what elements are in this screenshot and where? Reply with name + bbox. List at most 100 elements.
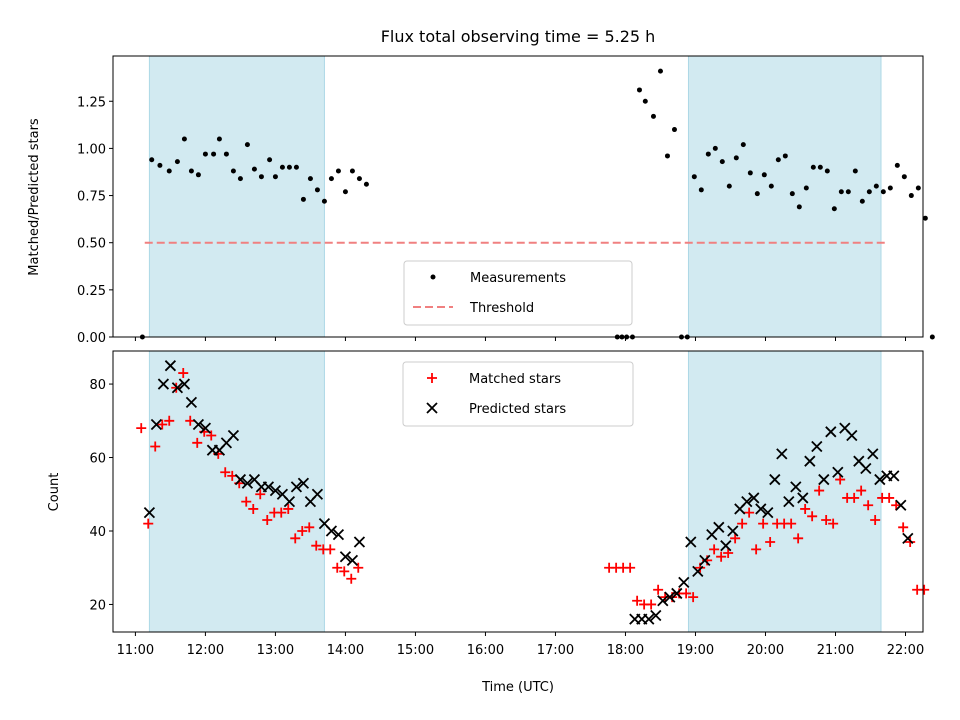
matched-star-point: [325, 544, 336, 555]
predicted-star-point: [818, 473, 830, 486]
predicted-star-point: [150, 418, 163, 431]
measurement-point: [230, 168, 236, 174]
x-tick-label: 16:00: [467, 643, 504, 658]
matched-star-point: [821, 514, 832, 525]
predicted-star-point: [776, 448, 788, 460]
plot-frame: [112, 350, 924, 633]
y-tick-label: 60: [89, 452, 106, 467]
predicted-star-point: [678, 576, 690, 589]
measurement-point: [671, 127, 677, 133]
predicted-star-point: [811, 440, 823, 453]
predicted-star-point: [234, 473, 247, 486]
x-tick-label: 19:00: [677, 643, 714, 658]
measurement-point: [157, 162, 163, 168]
measurement-point: [293, 164, 299, 170]
measurement-point: [650, 113, 656, 119]
measurement-point: [803, 185, 809, 191]
matched-star-point: [304, 522, 315, 533]
measurement-point: [216, 136, 222, 142]
predicted-star-point: [332, 529, 345, 541]
predicted-star-point: [157, 378, 170, 390]
measurement-point: [188, 168, 194, 174]
measurement-point: [789, 191, 795, 197]
matched-star-point: [353, 562, 364, 573]
measurement-point: [691, 174, 697, 180]
measurement-point: [244, 142, 250, 148]
predicted-star-point: [902, 532, 914, 544]
legend-label: Predicted stars: [469, 402, 566, 417]
matched-star-point: [737, 518, 748, 529]
matched-star-point: [632, 595, 643, 606]
ratio-legend: Measurements Threshold: [403, 260, 633, 326]
matched-star-point: [758, 518, 769, 529]
matched-star-point: [206, 430, 217, 441]
matched-star-point: [262, 514, 273, 525]
measurement-point: [698, 187, 704, 193]
observing-band: [148, 350, 325, 633]
matched-star-point: [653, 584, 664, 595]
predicted-star-point: [860, 462, 872, 475]
matched-star-point: [786, 518, 797, 529]
matched-star-point: [835, 474, 846, 485]
chart-title: Flux total observing time = 5.25 h: [381, 27, 656, 46]
measurement-point: [195, 172, 201, 178]
measurement-point: [719, 159, 725, 165]
measurement-point: [761, 172, 767, 178]
matched-star-point: [884, 492, 895, 503]
predicted-star-point: [783, 495, 795, 508]
measurement-point: [342, 189, 348, 195]
predicted-star-point: [227, 429, 240, 442]
x-tick-label: 21:00: [817, 643, 854, 658]
legend-label: Matched stars: [469, 372, 561, 387]
measurement-point: [908, 193, 914, 199]
matched-star-point: [136, 423, 147, 434]
predicted-star-point: [650, 609, 662, 622]
measurement-point: [223, 151, 229, 157]
predicted-star-point: [762, 506, 774, 519]
matched-star-point: [283, 503, 294, 514]
predicted-star-point: [888, 470, 900, 482]
predicted-star-point: [339, 551, 352, 563]
observing-band: [687, 350, 882, 633]
predicted-star-point: [671, 587, 683, 600]
matched-star-point: [905, 537, 916, 548]
measurement-point: [321, 198, 327, 204]
x-tick-label: 13:00: [257, 643, 294, 658]
matched-star-point: [143, 518, 154, 529]
matched-star-point: [248, 503, 259, 514]
measurement-point: [929, 334, 935, 340]
measurement-point: [824, 168, 830, 174]
predicted-star-point: [164, 360, 177, 372]
matched-star-point: [807, 511, 818, 522]
y-tick-label: 80: [89, 378, 106, 393]
x-tick-label: 20:00: [747, 643, 784, 658]
measurement-point: [636, 87, 642, 93]
observing-bands: [148, 55, 882, 338]
measurement-point: [279, 164, 285, 170]
predicted-star-point: [171, 382, 184, 394]
legend-box: [403, 260, 633, 326]
measurement-point: [712, 145, 718, 151]
predicted-star-point: [769, 473, 781, 486]
measurement-point: [873, 183, 879, 189]
predicted-star-point: [664, 591, 676, 603]
measurement-point: [705, 151, 711, 157]
predicted-star-point: [241, 477, 254, 489]
measurement-point: [166, 168, 172, 174]
matched-star-point: [870, 514, 881, 525]
predicted-star-point: [825, 426, 837, 438]
predicted-star-point: [867, 448, 879, 460]
matched-star-point: [891, 500, 902, 511]
measurement-point: [251, 166, 257, 172]
matched-star-point: [856, 485, 867, 496]
predicted-star-point: [804, 455, 816, 467]
measurement-point: [211, 151, 217, 157]
measurement-point: [181, 136, 187, 142]
matched-star-point: [346, 573, 357, 584]
predicted-star-point: [283, 495, 296, 508]
legend-label: Threshold: [469, 301, 534, 316]
matched-star-point: [241, 496, 252, 507]
measurement-point: [859, 198, 865, 204]
measurement-point: [915, 185, 921, 191]
